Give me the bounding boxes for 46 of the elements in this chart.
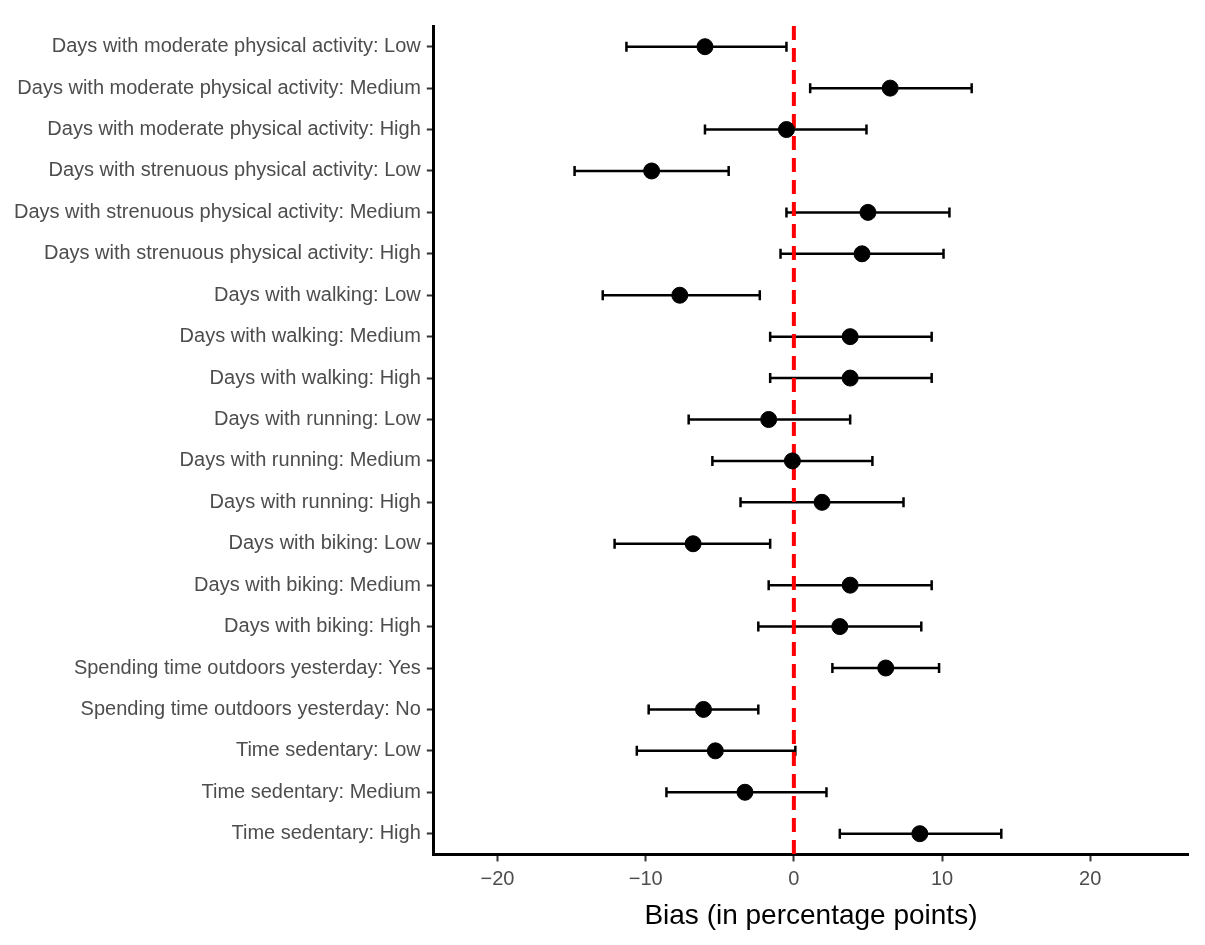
y-tick-label: Days with moderate physical activity: High	[47, 117, 421, 140]
point	[841, 328, 859, 346]
x-tick-label: 0	[788, 866, 800, 889]
point	[853, 245, 871, 263]
y-tick-label: Days with biking: High	[224, 614, 421, 637]
y-tick-label: Time sedentary: High	[231, 821, 421, 844]
y-tick-label: Days with walking: Medium	[179, 324, 421, 347]
y-tick-label: Days with moderate physical activity: Medium	[17, 75, 421, 98]
y-tick-label: Time sedentary: Low	[235, 738, 422, 761]
point	[694, 700, 712, 718]
point	[877, 659, 895, 677]
y-tick-label: Days with biking: Medium	[194, 572, 421, 595]
x-tick-label: −10	[628, 866, 663, 889]
point	[671, 286, 689, 304]
y-tick-label: Spending time outdoors yesterday: No	[80, 696, 421, 719]
y-tick-label: Days with strenuous physical activity: High	[43, 241, 421, 264]
y-tick-label: Days with moderate physical activity: Low	[51, 34, 422, 57]
y-tick-label: Days with running: Low	[214, 407, 422, 430]
y-tick-label: Days with running: Medium	[179, 448, 421, 471]
point	[777, 121, 795, 139]
point	[706, 742, 724, 760]
point	[736, 783, 754, 801]
y-tick-label: Days with walking: Low	[214, 282, 422, 305]
y-tick-label: Days with walking: High	[209, 365, 421, 388]
y-tick-label: Days with biking: Low	[228, 531, 422, 554]
point	[643, 162, 661, 180]
y-tick-label: Days with strenuous physical activity: Medium	[13, 199, 421, 222]
x-tick-label: 10	[930, 866, 954, 889]
point	[760, 410, 778, 428]
y-tick-label: Days with strenuous physical activity: Low	[48, 158, 422, 181]
y-tick-label: Days with running: High	[209, 489, 421, 512]
point	[783, 452, 801, 470]
x-tick-label: 20	[1079, 866, 1102, 889]
point	[911, 825, 929, 843]
point	[841, 576, 859, 594]
point	[831, 618, 849, 636]
y-tick-label: Time sedentary: Medium	[201, 779, 421, 802]
x-axis-title: Bias (in percentage points)	[644, 898, 978, 930]
y-tick-label: Spending time outdoors yesterday: Yes	[73, 655, 421, 678]
point	[813, 493, 831, 511]
point	[684, 535, 702, 553]
point	[841, 369, 859, 387]
point	[881, 79, 899, 97]
point	[859, 203, 877, 221]
x-tick-label: −20	[480, 866, 515, 889]
point	[696, 38, 714, 56]
